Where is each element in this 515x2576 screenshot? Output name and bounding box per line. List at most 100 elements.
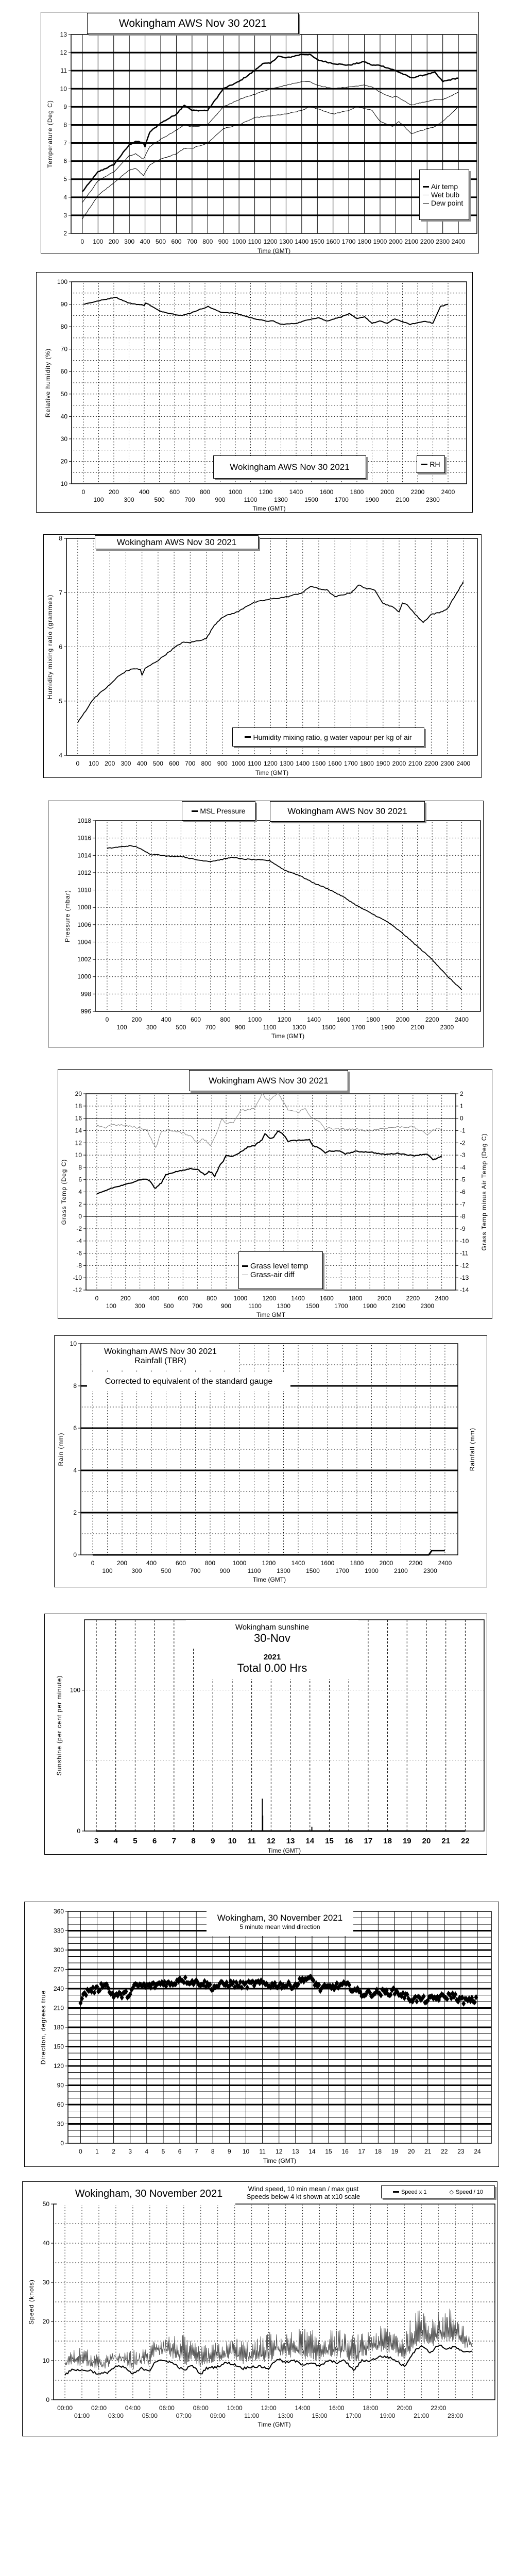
wind-direction-point [331, 1982, 335, 1989]
chart-title: Wokingham, 30 November 2021 [74, 2185, 224, 2202]
y2-tick-label: 0 [460, 1115, 464, 1122]
x-tick-label: 1300 [277, 1302, 290, 1310]
legend: Speed x 1 ◇ Speed / 10 [381, 2185, 495, 2198]
x-tick-label: 2400 [455, 1016, 469, 1023]
y-tick-label: 0 [78, 1213, 82, 1220]
wind-direction-point [135, 1981, 140, 1988]
x-tick-label: 16 [345, 1837, 353, 1845]
wind-direction-point [424, 1998, 429, 2005]
wind-direction-point [131, 1985, 135, 1991]
x-tick-label: 1100 [248, 238, 262, 245]
wind-direction-point [162, 1979, 167, 1986]
x-tick-label: 07:00 [176, 2412, 192, 2419]
x-tick-label: 21:00 [414, 2412, 429, 2419]
grass-temperature-chart: 0 100 200 300 400 500 600 700 800 900 1000 1100 1200… [58, 1069, 492, 1319]
y-tick-label: 60 [57, 2101, 64, 2108]
x-tick-label: 24 [474, 2148, 481, 2155]
y-tick-label: 4 [59, 752, 62, 759]
x-tick-label: 1000 [233, 1560, 247, 1567]
x-tick-label: 800 [220, 1016, 230, 1023]
wind-direction-point [113, 1992, 117, 1998]
y2-tick-label: -13 [460, 1274, 469, 1281]
y2-tick-label: -4 [460, 1164, 466, 1171]
x-tick-label: 1100 [244, 496, 258, 503]
wind-direction-point [168, 1981, 173, 1988]
x-tick-label: 9 [211, 1837, 215, 1845]
wind-direction-point [182, 1979, 186, 1986]
x-tick-label: 1300 [277, 1567, 290, 1574]
x-tick-label: 03:00 [108, 2412, 124, 2419]
wind-direction-point [250, 1978, 255, 1985]
y-tick-label: 0 [46, 2396, 49, 2403]
label: Total 0.00 Hrs [237, 1661, 307, 1674]
x-tick-label: 300 [132, 1567, 142, 1574]
x-tick-label: 900 [220, 1567, 230, 1574]
y2-tick-label: -8 [460, 1213, 466, 1220]
y-tick-label: 13 [60, 31, 67, 38]
x-tick-label: 400 [139, 488, 149, 496]
x-tick-label: 1800 [350, 1560, 364, 1567]
x-tick-label: 900 [217, 760, 228, 767]
legend-line-sample [392, 2191, 399, 2193]
x-tick-label: 2100 [396, 496, 409, 503]
x-tick-label: 7 [195, 2148, 198, 2155]
label: Corrected to equivalent of the standard … [105, 1377, 273, 1386]
plot-frame [71, 281, 467, 484]
text-line: Wokingham AWS Nov 30 2021 [287, 806, 407, 817]
x-tick-label: 14:00 [295, 2404, 311, 2412]
x-axis-label: Time (GMT) [263, 2157, 296, 2164]
wind-direction-point [384, 1987, 389, 1994]
legend-line-sample [423, 202, 429, 204]
wind-direction-point [91, 1984, 95, 1991]
x-tick-label: 12 [276, 2148, 283, 2155]
x-tick-label: 1900 [365, 1567, 379, 1574]
x-tick-label: 2400 [438, 1560, 452, 1567]
series-line-wet-bulb [82, 81, 459, 203]
y-tick-label: 7 [59, 589, 62, 596]
wind-direction-point [461, 2000, 466, 2007]
wind-direction-point [335, 1980, 339, 1987]
x-tick-label: 22:00 [431, 2404, 446, 2412]
y-tick-label: 12 [60, 49, 67, 56]
sunshine-total: 2021 Total 0.00 Hrs [194, 1648, 351, 1679]
y-tick-label: 10 [60, 85, 67, 92]
y-tick-label: 10 [61, 480, 68, 487]
label: Wokingham AWS Nov 30 2021 [287, 806, 407, 816]
text-line: Wokingham AWS Nov 30 2021 [209, 1076, 328, 1086]
wind-direction-point [281, 1982, 285, 1989]
sunshine-chart: 3 4 5 6 7 8 9 10 11 12 13 14 15 16 17 18 19 20 21 22 Time (G… [44, 1614, 487, 1855]
x-tick-label: 08:00 [193, 2404, 209, 2412]
y-tick-label: 18 [75, 1103, 82, 1110]
y-tick-label: -8 [76, 1262, 82, 1269]
wind-direction-point [311, 1977, 316, 1984]
x-tick-label: 200 [109, 238, 119, 245]
plot-area: 0100200300400500600700800900100011001200… [64, 817, 481, 1040]
y-tick-label: 8 [78, 1164, 82, 1171]
text-line: 30-Nov [254, 1632, 290, 1645]
wind-direction-point [321, 1983, 325, 1990]
wind-direction-point [434, 1995, 438, 2002]
legend-item: Air temp [423, 182, 458, 191]
label: Wet bulb [431, 191, 459, 199]
wind-direction-point [425, 1997, 430, 2004]
label: Speed x 1 [401, 2189, 427, 2195]
y2-tick-label: 2 [460, 1090, 464, 1097]
x-tick-label: 2200 [409, 1560, 423, 1567]
x-tick-label: 18 [383, 1837, 392, 1845]
y-tick-label: 20 [61, 457, 68, 465]
x-tick-label: 1700 [334, 1302, 348, 1310]
y-tick-label: 1008 [77, 904, 91, 911]
y-tick-label: 80 [61, 323, 68, 330]
legend-item: Grass level temp [242, 1262, 308, 1270]
x-tick-label: 2200 [411, 488, 425, 496]
y-tick-label: 1016 [77, 835, 91, 842]
x-tick-label: 400 [161, 1016, 171, 1023]
x-tick-label: 19 [403, 1837, 411, 1845]
y-tick-label: 1010 [77, 887, 91, 894]
wind-direction-point [152, 1984, 157, 1991]
x-tick-label: 6 [152, 1837, 157, 1845]
wind-direction-point [87, 1988, 91, 1994]
y-tick-label: 9 [63, 103, 67, 110]
x-tick-label: 1300 [293, 1024, 306, 1031]
